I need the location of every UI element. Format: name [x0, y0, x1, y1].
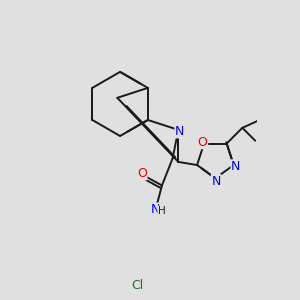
Text: O: O	[198, 136, 208, 148]
Text: N: N	[231, 160, 241, 173]
Text: N: N	[175, 125, 184, 138]
Text: Cl: Cl	[132, 279, 144, 292]
Text: N: N	[151, 203, 160, 216]
Text: N: N	[212, 175, 221, 188]
Text: O: O	[137, 167, 147, 180]
Text: H: H	[158, 206, 166, 216]
